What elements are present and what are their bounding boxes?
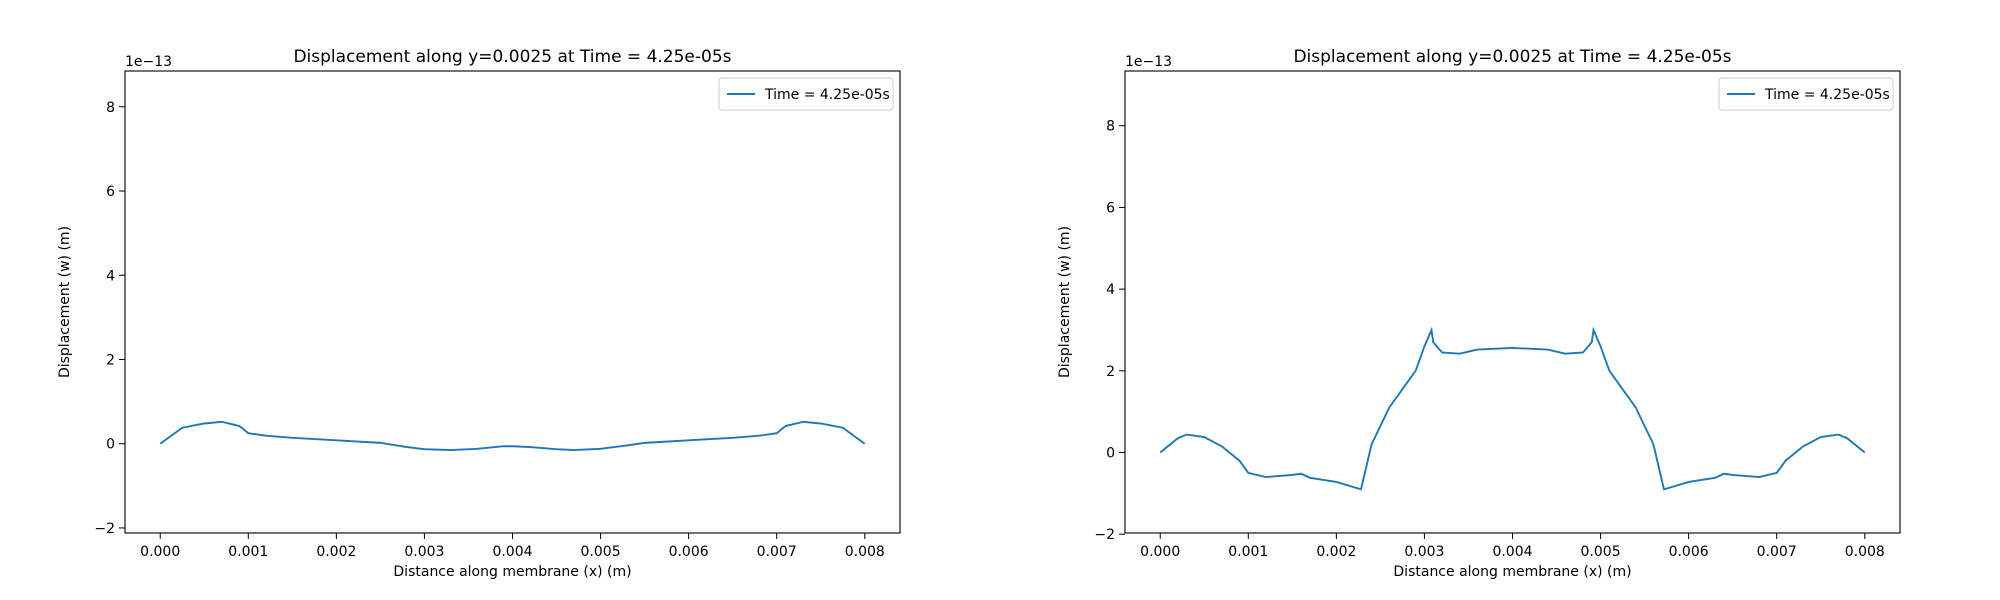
legend-label: Time = 4.25e-05s <box>764 87 890 103</box>
legend-box <box>718 77 894 111</box>
y-tick-label: 0 <box>1106 446 1115 462</box>
x-tick-label: 0.002 <box>316 544 356 560</box>
y-axis-label: Displacement (w) (m) <box>1057 226 1073 378</box>
y-tick-label: 4 <box>1106 282 1115 298</box>
x-tick-label: 0.004 <box>1492 544 1532 560</box>
y-tick-label: 0 <box>106 437 115 453</box>
y-tick-label: 2 <box>1106 364 1115 380</box>
x-tick-label: 0.002 <box>1316 544 1356 560</box>
x-tick-label: 0.006 <box>1669 544 1709 560</box>
y-tick-label: 2 <box>106 352 115 368</box>
x-tick-label: 0.005 <box>581 544 621 560</box>
x-axis-label: Distance along membrane (x) (m) <box>393 564 631 580</box>
data-line <box>159 420 866 451</box>
x-tick-label: 0.004 <box>492 544 532 560</box>
x-tick-label: 0.000 <box>1140 544 1180 560</box>
axes-frame <box>124 70 901 534</box>
x-tick-label: 0.001 <box>1228 544 1268 560</box>
x-tick-label: 0.008 <box>845 544 885 560</box>
data-line <box>1159 326 1866 491</box>
x-axis-label: Distance along membrane (x) (m) <box>1393 564 1631 580</box>
x-tick-label: 0.006 <box>669 544 709 560</box>
x-tick-label: 0.003 <box>1404 544 1444 560</box>
y-tick-label: −2 <box>94 521 115 537</box>
y-axis-label: Displacement (w) (m) <box>57 226 73 378</box>
y-tick-label: 8 <box>1106 119 1115 135</box>
x-tick-label: 0.003 <box>404 544 444 560</box>
x-tick-label: 0.005 <box>1581 544 1621 560</box>
x-tick-label: 0.008 <box>1845 544 1885 560</box>
chart-title: Displacement along y=0.0025 at Time = 4.… <box>293 47 731 67</box>
legend-label: Time = 4.25e-05s <box>1764 87 1890 103</box>
y-tick-label: −2 <box>1094 527 1115 543</box>
chart-title: Displacement along y=0.0025 at Time = 4.… <box>1293 47 1731 67</box>
x-tick-label: 0.000 <box>140 544 180 560</box>
x-tick-label: 0.007 <box>1757 544 1797 560</box>
y-tick-label: 8 <box>106 100 115 116</box>
axes-frame <box>1124 70 1901 534</box>
y-offset-label: 1e−13 <box>125 54 172 70</box>
x-tick-label: 0.001 <box>228 544 268 560</box>
y-tick-label: 6 <box>106 184 115 200</box>
x-tick-label: 0.007 <box>757 544 797 560</box>
legend-box <box>1718 77 1894 111</box>
y-offset-label: 1e−13 <box>1125 54 1172 70</box>
y-tick-label: 6 <box>1106 200 1115 216</box>
y-tick-label: 4 <box>106 268 115 284</box>
